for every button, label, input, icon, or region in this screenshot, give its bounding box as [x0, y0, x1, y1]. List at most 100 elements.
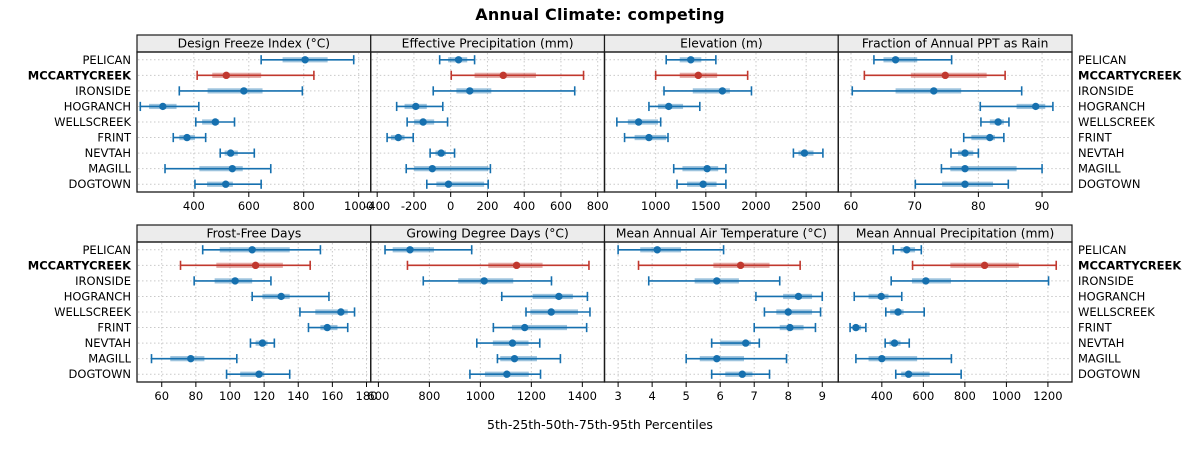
- site-label-left: NEVTAH: [85, 146, 131, 160]
- iqr-band: [262, 293, 290, 300]
- median-dot: [251, 261, 260, 270]
- median-dot: [222, 180, 230, 188]
- median-dot: [852, 323, 860, 332]
- x-tick-label: 1000: [344, 199, 373, 213]
- median-dot: [437, 149, 445, 157]
- panel-strip-title: Frost-Free Days: [206, 227, 301, 241]
- x-tick-label: 600: [238, 199, 260, 213]
- iqr-band: [720, 340, 751, 346]
- median-dot: [226, 149, 235, 157]
- median-dot: [713, 354, 721, 363]
- median-dot: [521, 323, 529, 332]
- x-tick-label: 800: [418, 389, 440, 403]
- x-tick-label: 1200: [517, 389, 546, 403]
- iqr-band: [971, 134, 995, 141]
- panel-strip-title: Design Freeze Index (°C): [178, 37, 330, 51]
- x-tick-label: 160: [321, 389, 343, 403]
- median-dot: [794, 292, 803, 301]
- x-tick-label: 1200: [1033, 389, 1062, 403]
- median-dot: [653, 246, 661, 254]
- panel: Design Freeze Index (°C) 400 600 800 1000: [136, 34, 373, 213]
- median-dot: [961, 180, 969, 188]
- median-dot: [503, 370, 511, 378]
- panel-strip-title: Elevation (m): [680, 37, 763, 51]
- x-tick-label: 0: [447, 199, 454, 213]
- median-dot: [784, 308, 792, 316]
- x-tick-label: 5: [682, 389, 689, 403]
- median-dot: [694, 71, 703, 80]
- x-tick-label: 3: [614, 389, 621, 403]
- x-tick-label: 1000: [466, 389, 495, 403]
- panel: Elevation (m) 1000 1500 2000 2500: [603, 34, 839, 213]
- median-dot: [255, 370, 263, 378]
- iqr-band: [883, 57, 918, 63]
- panel: Mean Annual Air Temperature (°C) 3 4 5 6 7 8 9: [603, 224, 839, 403]
- x-tick-label: -200: [401, 199, 427, 213]
- panel: Frost-Free Days 60 80 100 120 140 160 180: [136, 224, 377, 403]
- site-label-left: FRINT: [97, 131, 132, 145]
- panel-strip-title: Mean Annual Precipitation (mm): [856, 227, 1054, 241]
- x-tick-label: 90: [1035, 199, 1050, 213]
- site-label-left: IRONSIDE: [75, 274, 131, 288]
- x-tick-label: 1400: [568, 389, 597, 403]
- median-dot: [742, 339, 750, 347]
- x-tick-label: 60: [154, 389, 169, 403]
- x-tick-label: 80: [189, 389, 204, 403]
- site-label-right: NEVTAH: [1078, 336, 1124, 350]
- x-tick-label: 800: [954, 389, 976, 403]
- median-dot: [877, 292, 885, 301]
- site-label-right: HOGRANCH: [1078, 289, 1145, 303]
- panel-strip-title: Fraction of Annual PPT as Rain: [862, 37, 1049, 51]
- site-label-left: DOGTOWN: [69, 177, 131, 191]
- x-tick-label: 1500: [691, 199, 720, 213]
- site-label-left: MAGILL: [88, 162, 131, 176]
- median-dot: [903, 246, 911, 254]
- median-dot: [394, 133, 403, 142]
- iqr-band: [950, 166, 1017, 172]
- x-tick-label: 80: [971, 199, 986, 213]
- median-dot: [555, 292, 563, 301]
- iqr-band: [212, 72, 262, 78]
- x-tick-label: 6: [717, 389, 724, 403]
- iqr-band: [216, 262, 283, 268]
- median-dot: [337, 308, 345, 316]
- site-label-right: WELLSCREEK: [1078, 115, 1155, 129]
- median-dot: [466, 87, 474, 95]
- iqr-band: [699, 356, 745, 362]
- x-tick-label: 120: [253, 389, 275, 403]
- site-label-right: DOGTOWN: [1078, 367, 1140, 381]
- panel: Growing Degree Days (°C) 600 800 1000 1200 14…: [367, 224, 606, 403]
- median-dot: [419, 118, 427, 126]
- median-dot: [786, 323, 794, 332]
- iqr-band: [511, 324, 568, 331]
- x-tick-label: 800: [587, 199, 609, 213]
- x-tick-label: 800: [293, 199, 315, 213]
- site-label-right: WELLSCREEK: [1078, 305, 1155, 319]
- median-dot: [454, 56, 463, 64]
- iqr-band: [868, 356, 918, 362]
- iqr-band: [207, 88, 263, 94]
- x-tick-label: -400: [364, 199, 390, 213]
- iqr-band: [1016, 103, 1046, 110]
- median-dot: [878, 354, 886, 363]
- median-dot: [687, 56, 695, 64]
- iqr-band: [532, 293, 573, 300]
- site-label-right: MCCARTYCREEK: [1078, 258, 1182, 272]
- x-tick-label: 2500: [792, 199, 821, 213]
- median-dot: [222, 71, 230, 80]
- median-dot: [258, 339, 267, 347]
- x-tick-label: 2000: [741, 199, 770, 213]
- site-label-right: PELICAN: [1078, 53, 1127, 67]
- iqr-band: [202, 119, 220, 125]
- iqr-band: [627, 119, 658, 125]
- iqr-band: [911, 278, 951, 284]
- x-tick-label: 600: [912, 389, 934, 403]
- iqr-band: [240, 371, 265, 377]
- panel: Mean Annual Precipitation (mm) 400 600 800 1…: [837, 224, 1073, 403]
- median-dot: [736, 261, 745, 270]
- iqr-band: [199, 166, 243, 172]
- median-dot: [547, 308, 555, 316]
- median-dot: [994, 118, 1002, 126]
- median-dot: [228, 164, 237, 173]
- site-label-right: MAGILL: [1078, 162, 1121, 176]
